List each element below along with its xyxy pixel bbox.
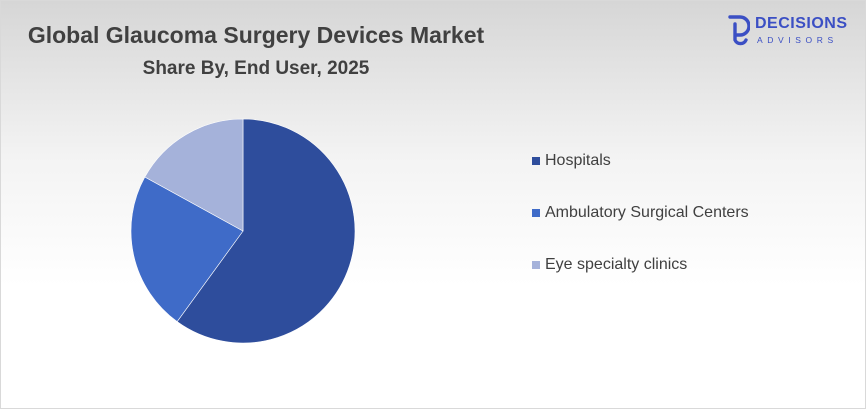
pie-slice-eye-specialty-clinics <box>144 118 244 232</box>
brand-logo: DECISIONS ADVISORS <box>726 14 848 48</box>
chart-subtitle: Share By, End User, 2025 <box>142 58 370 79</box>
legend-swatch <box>532 261 540 269</box>
legend-label: Hospitals <box>545 152 611 169</box>
pie-slice-hospitals <box>176 118 356 344</box>
chart-title: Global Glaucoma Surgery Devices Market <box>27 22 485 48</box>
logo-wordmark: DECISIONS <box>755 15 848 32</box>
decisions-advisors-logo-icon <box>728 15 750 46</box>
legend-label: Eye specialty clinics <box>545 256 688 273</box>
legend-swatch <box>532 157 540 165</box>
pie-slice-ambulatory-surgical-centers <box>130 176 244 323</box>
legend-swatch <box>532 209 540 217</box>
legend-label: Ambulatory Surgical Centers <box>545 204 749 221</box>
logo-subtext: ADVISORS <box>757 35 838 45</box>
